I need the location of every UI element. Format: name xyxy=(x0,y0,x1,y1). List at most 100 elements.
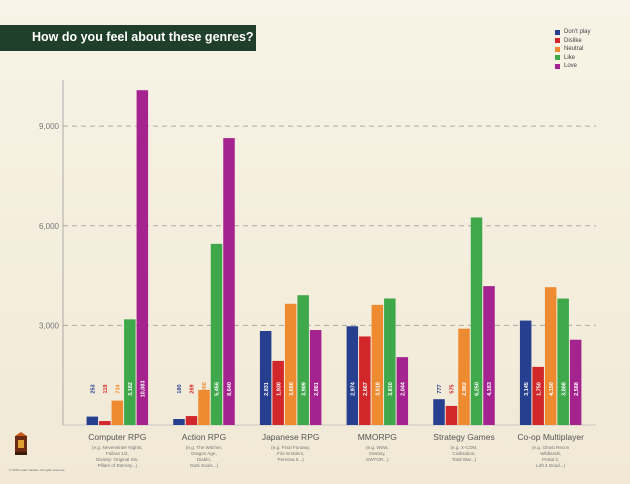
data-label: 3,650 xyxy=(289,382,295,396)
legend: Don't play Dislike Neutral Like Love xyxy=(555,28,591,71)
bar xyxy=(185,416,198,425)
x-category-label: Action RPG xyxy=(182,432,226,442)
data-label: 2,568 xyxy=(574,382,580,396)
bar xyxy=(346,326,359,425)
x-category-note: (e.g. WoW, xyxy=(366,445,389,450)
data-label: 180 xyxy=(177,384,183,393)
bar xyxy=(223,138,235,425)
x-category-label: Co-op Multiplayer xyxy=(517,432,584,442)
data-label: 3,810 xyxy=(388,382,394,396)
x-category-note: Persona 5...) xyxy=(278,457,305,462)
x-category-note: (e.g. Ghost Recon xyxy=(532,445,570,450)
data-label: 5,456 xyxy=(215,382,221,396)
bar xyxy=(309,330,322,425)
legend-label: Neutral xyxy=(564,46,584,53)
bar xyxy=(433,399,445,425)
bar xyxy=(519,320,532,425)
bar xyxy=(86,416,99,425)
legend-label: Dislike xyxy=(564,37,582,44)
legend-swatch xyxy=(555,46,560,52)
bar xyxy=(111,400,124,425)
x-category-note: Fire Emblem, xyxy=(277,451,304,456)
x-category-note: Left 4 Dead...) xyxy=(536,463,566,468)
legend-item: Like xyxy=(555,54,591,63)
legend-swatch xyxy=(555,38,560,44)
legend-label: Love xyxy=(564,63,578,70)
legend-label: Don't play xyxy=(564,29,591,36)
bar xyxy=(99,421,111,425)
bar xyxy=(569,339,582,425)
x-category-note: (e.g. Final Fantasy, xyxy=(271,445,310,450)
bar xyxy=(297,295,309,425)
legend-item: Neutral xyxy=(555,45,591,54)
x-category-label: Computer RPG xyxy=(88,432,146,442)
legend-item: Don't play xyxy=(555,28,591,37)
x-category-note: Wildlands, xyxy=(540,451,561,456)
x-category-note: Pillars of Eternity...) xyxy=(98,463,138,468)
data-label: 2,902 xyxy=(462,382,468,396)
data-label: 4,183 xyxy=(487,382,493,396)
bar xyxy=(284,303,297,425)
legend-swatch xyxy=(555,63,560,69)
bar xyxy=(396,357,409,425)
x-category-note: (e.g. X-COM, xyxy=(450,445,477,450)
data-label: 6,250 xyxy=(475,382,481,396)
x-category-note: Dragon Age, xyxy=(191,451,217,456)
data-label: 3,618 xyxy=(376,382,382,396)
x-category-note: SWTOR...) xyxy=(366,457,389,462)
bar xyxy=(483,286,495,425)
data-label: 8,640 xyxy=(227,382,233,396)
x-category-note: Dark Souls...) xyxy=(190,463,218,468)
data-label: 1,930 xyxy=(276,382,282,396)
bar xyxy=(124,319,136,425)
copyright-text: © 2015 Larian Studios. All rights reserv… xyxy=(9,468,66,472)
data-label: 269 xyxy=(190,384,196,393)
y-tick-label: 9,000 xyxy=(39,122,60,131)
x-category-note: Destiny, xyxy=(369,451,385,456)
data-label: 3,808 xyxy=(561,382,567,396)
x-category-note: (e.g. Neverwinter Nights, xyxy=(92,445,143,450)
x-category-note: Fallout 1/2, xyxy=(106,451,129,456)
legend-swatch xyxy=(555,29,560,35)
title-banner: How do you feel about these genres? xyxy=(0,25,256,51)
x-category-note: Divinity: Original Sin, xyxy=(96,457,138,462)
x-category-note: Total War...) xyxy=(452,457,477,462)
data-label: 2,667 xyxy=(363,382,369,396)
bar xyxy=(445,405,458,425)
bar xyxy=(557,298,569,425)
x-category-label: MMORPG xyxy=(358,432,397,442)
data-label: 3,909 xyxy=(301,382,307,396)
data-label: 10,083 xyxy=(141,381,147,398)
bar xyxy=(470,217,483,425)
data-label: 1,750 xyxy=(536,382,542,396)
data-label: 2,974 xyxy=(351,381,357,396)
data-label: 777 xyxy=(437,384,443,393)
legend-item: Dislike xyxy=(555,37,591,46)
x-category-label: Strategy Games xyxy=(433,432,494,442)
legend-label: Like xyxy=(564,54,576,61)
bar xyxy=(136,90,149,425)
x-category-note: Portal 2, xyxy=(542,457,559,462)
chart-title: How do you feel about these genres? xyxy=(32,30,254,44)
data-label: 1,056 xyxy=(202,382,208,396)
bar xyxy=(272,360,284,425)
data-label: 253 xyxy=(91,384,97,393)
x-category-note: (e.g. The Witcher, xyxy=(186,445,222,450)
bar xyxy=(210,243,223,425)
data-label: 4,150 xyxy=(549,382,555,396)
bar xyxy=(173,419,185,425)
y-tick-label: 6,000 xyxy=(39,222,60,231)
data-label: 2,861 xyxy=(314,382,320,396)
bar xyxy=(259,330,272,425)
bar xyxy=(532,366,544,425)
data-label: 3,145 xyxy=(524,382,530,396)
bar xyxy=(371,304,384,425)
legend-swatch xyxy=(555,55,560,61)
bar xyxy=(198,389,210,425)
x-category-note: Civilization, xyxy=(452,451,475,456)
x-category-note: Diablo, xyxy=(197,457,211,462)
data-label: 2,044 xyxy=(401,381,407,396)
data-label: 3,182 xyxy=(128,382,134,396)
